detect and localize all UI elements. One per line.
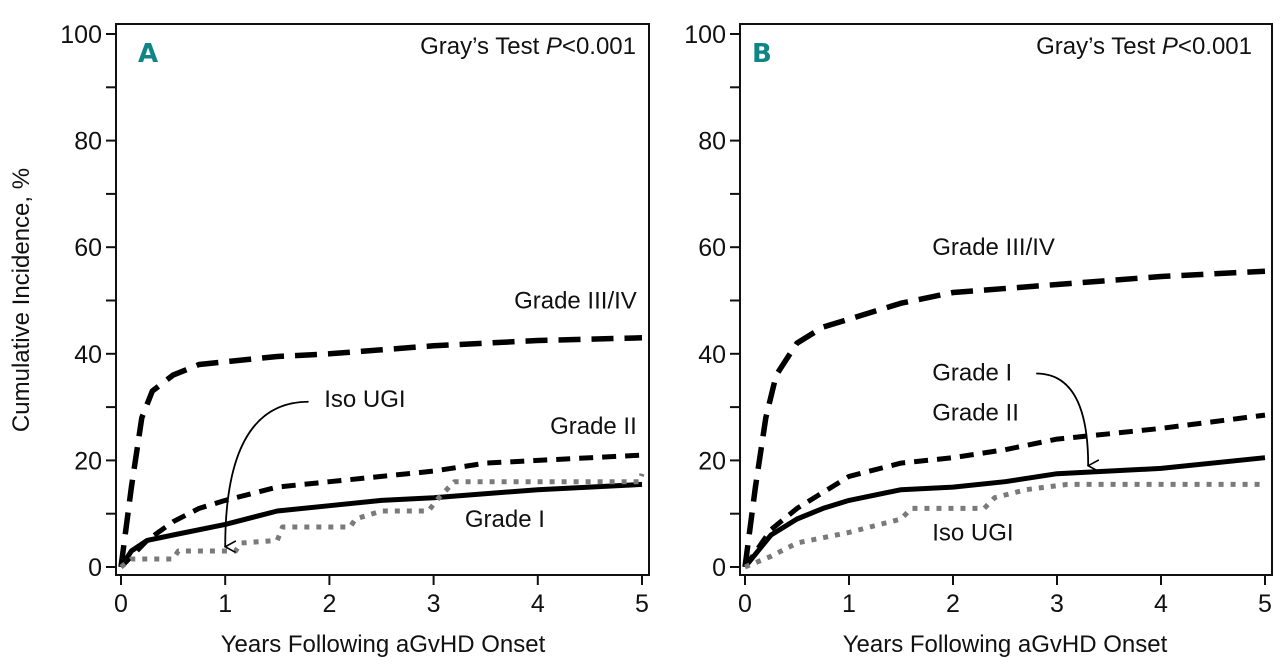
y-tick-label: 60 (698, 234, 726, 262)
series-labels: Grade III/IV Iso UGI Grade II Grade I (225, 287, 637, 546)
x-axis-title: Years Following aGvHD Onset (843, 631, 1168, 658)
y-tick-label: 100 (60, 21, 102, 49)
series-label-grade-ii: Grade II (550, 413, 637, 440)
y-tick-label: 100 (684, 21, 726, 49)
callout-arrow (225, 400, 309, 547)
axis-ticks: 0 1 2 3 4 5 0 20 40 60 80 100 (684, 21, 1272, 618)
x-tick-label: 0 (114, 590, 128, 618)
x-tick-label: 0 (738, 590, 752, 618)
x-tick-label: 5 (635, 590, 649, 618)
p-symbol: P (546, 33, 562, 60)
x-tick-label: 2 (322, 590, 336, 618)
series-label-grade-i: Grade I (932, 359, 1012, 386)
x-tick-label: 5 (1258, 590, 1272, 618)
series-line-grade-i (743, 455, 1266, 569)
x-tick-label: 2 (946, 590, 960, 618)
series-label-iso-ugi: Iso UGI (932, 519, 1013, 546)
x-tick-label: 1 (218, 590, 232, 618)
grays-test-label: Gray’s Test (420, 33, 539, 60)
grays-test-annotation: Gray’s Test P<0.001 (1036, 33, 1252, 60)
y-tick-label: 80 (74, 128, 102, 156)
x-tick-label: 1 (842, 590, 856, 618)
x-tick-label: 3 (1050, 590, 1064, 618)
y-tick-label: 40 (698, 341, 726, 369)
x-tick-label: 4 (1154, 590, 1168, 618)
series-label-iso-ugi: Iso UGI (324, 386, 405, 413)
y-tick-label: 40 (74, 341, 102, 369)
grays-test-label: Gray’s Test (1036, 33, 1155, 60)
x-tick-label: 4 (531, 590, 545, 618)
panel-letter: B (752, 39, 772, 69)
y-tick-label: 20 (74, 447, 102, 475)
series-label-grade-i: Grade I (465, 506, 545, 533)
series-line-iso-ugi (119, 473, 645, 569)
y-axis-title: Cumulative Incidence, % (8, 168, 35, 432)
p-symbol: P (1162, 33, 1178, 60)
p-value: <0.001 (562, 33, 636, 60)
series-line-grade-iii-iv (118, 335, 643, 568)
series-label-grade-iii-iv: Grade III/IV (932, 234, 1055, 261)
panel-letter: A (138, 39, 158, 69)
y-tick-label: 80 (698, 128, 726, 156)
series-line-grade-ii (119, 452, 643, 569)
y-tick-label: 0 (88, 554, 102, 582)
series-group (742, 268, 1266, 570)
series-label-grade-iii-iv: Grade III/IV (514, 287, 637, 314)
y-tick-label: 20 (698, 447, 726, 475)
series-group (118, 335, 645, 569)
p-value: <0.001 (1178, 33, 1252, 60)
y-tick-label: 0 (712, 554, 726, 582)
x-axis-title: Years Following aGvHD Onset (221, 631, 546, 658)
series-line-grade-iii-iv (742, 268, 1266, 568)
series-line-iso-ugi (744, 481, 1265, 570)
grays-test-annotation: Gray’s Test P<0.001 (420, 33, 636, 60)
series-line-grade-i (118, 481, 643, 569)
y-tick-label: 60 (74, 234, 102, 262)
series-labels: Grade III/IV Grade I Grade II Iso UGI (932, 234, 1088, 546)
series-line-grade-ii (742, 412, 1266, 569)
x-tick-label: 3 (427, 590, 441, 618)
axis-ticks: 0 1 2 3 4 5 0 20 40 60 80 100 (60, 21, 649, 618)
callout-arrow (1036, 372, 1088, 466)
series-label-grade-ii: Grade II (932, 399, 1019, 426)
